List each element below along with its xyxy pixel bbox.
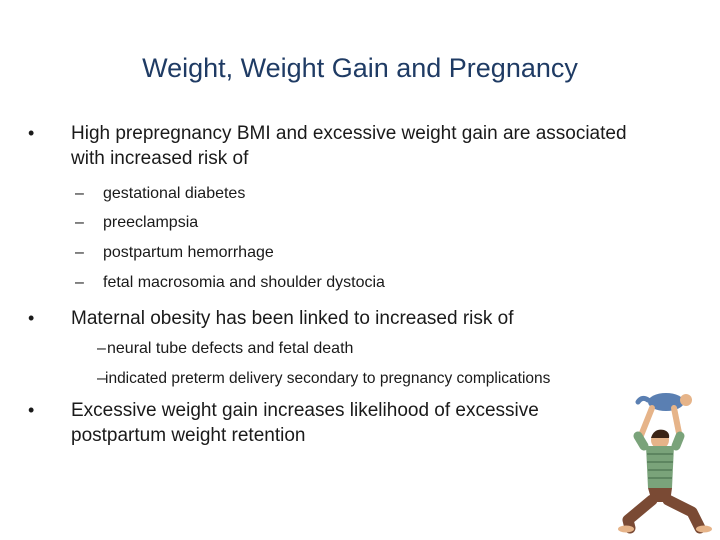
sub-bullet-text: preeclampsia <box>103 214 199 231</box>
sub-bullet-marker: – <box>75 244 84 261</box>
bullet-marker: • <box>28 400 35 420</box>
bullet-text: High prepregnancy BMI and excessive weig… <box>71 123 627 169</box>
bullet-text: Maternal obesity has been linked to incr… <box>71 308 514 329</box>
sub-bullet-text: gestational diabetes <box>103 185 246 202</box>
bullet-marker: • <box>28 308 35 328</box>
sub-bullet-marker: – <box>75 185 84 202</box>
sub-bullet-text: postpartum hemorrhage <box>103 244 274 261</box>
slide-title: Weight, Weight Gain and Pregnancy <box>142 53 578 83</box>
sub-bullet-marker: – <box>97 370 106 387</box>
sub-bullet-marker: – <box>75 274 84 291</box>
sub-bullet-marker: – <box>75 214 84 231</box>
sub-bullet-text: indicated preterm delivery secondary to … <box>105 370 551 387</box>
parent-lifting-baby-icon <box>618 393 712 534</box>
bullet-text: Excessive weight gain increases likeliho… <box>71 400 539 446</box>
sub-bullet-text: fetal macrosomia and shoulder dystocia <box>103 274 385 291</box>
bullet-marker: • <box>28 123 35 143</box>
sub-bullet-text: neural tube defects and fetal death <box>107 340 354 357</box>
sub-bullet-marker: – <box>97 340 106 357</box>
